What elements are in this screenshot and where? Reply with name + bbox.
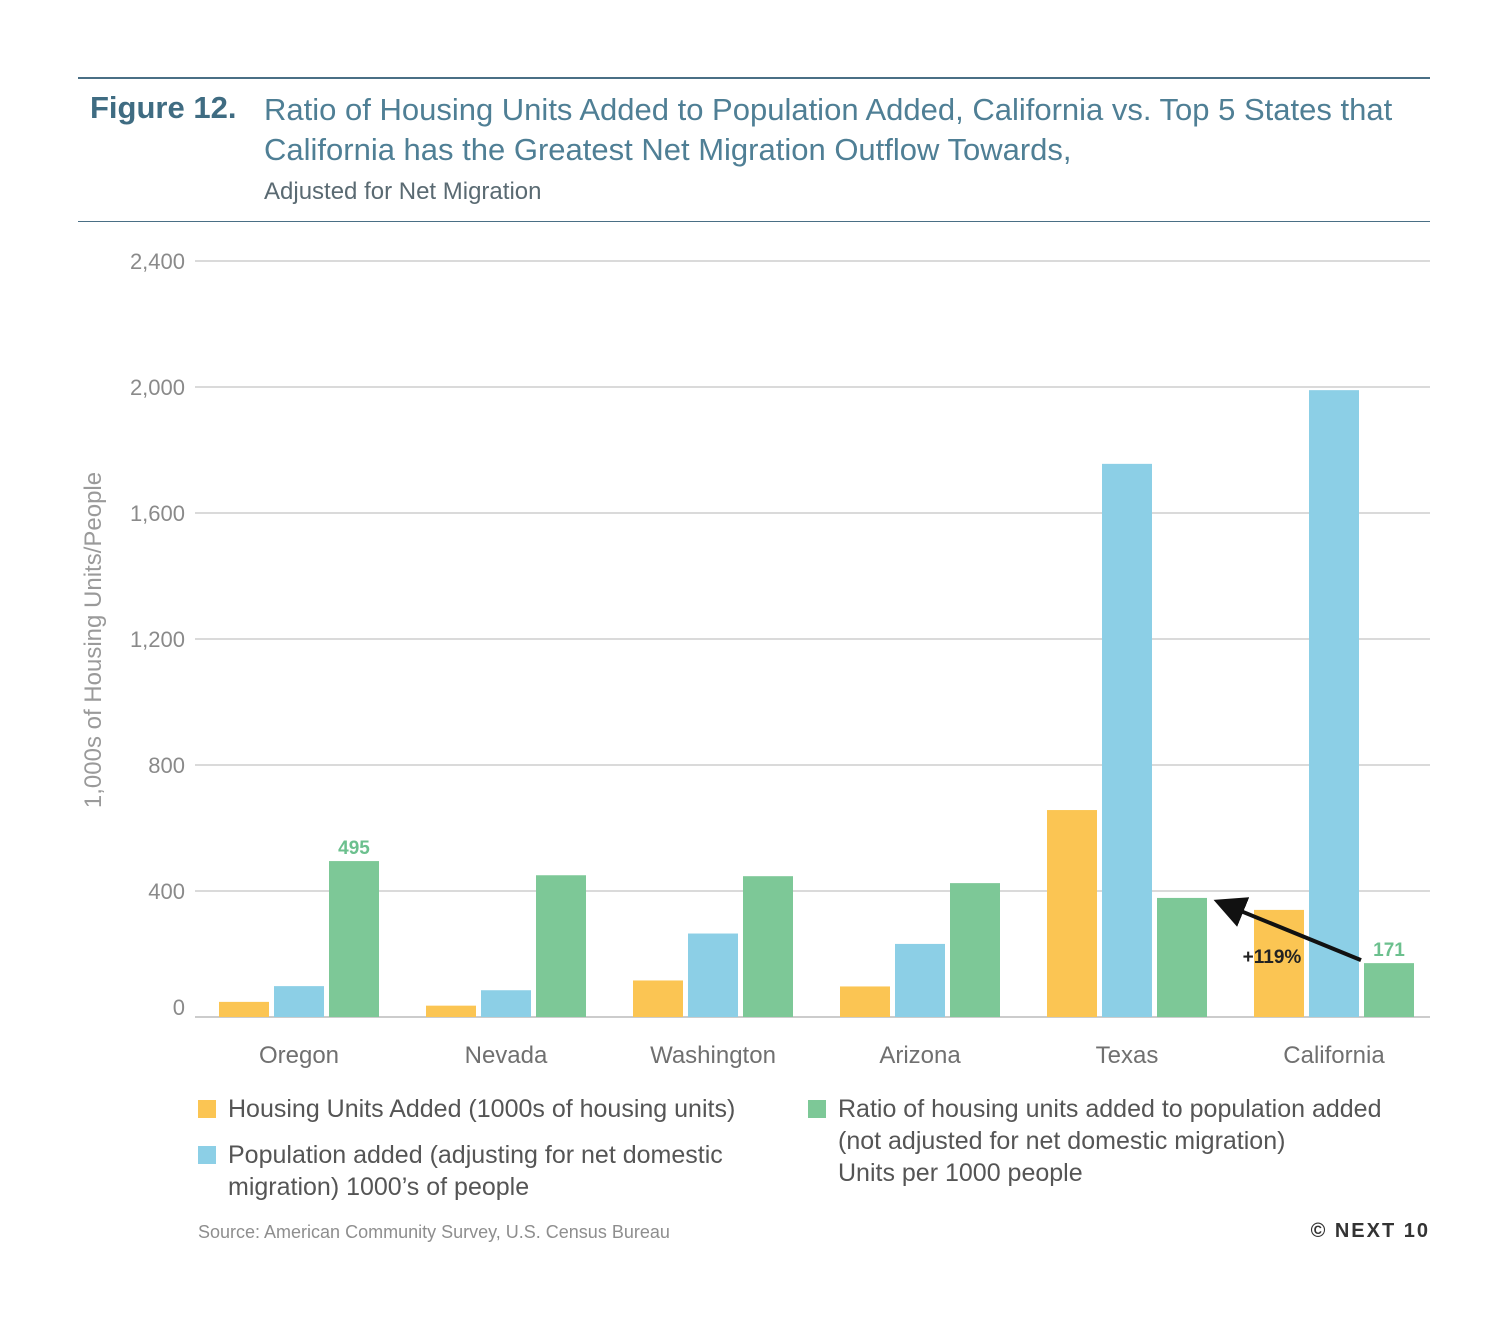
x-axis-categories: Oregon Nevada Washington Arizona Texas Califo… <box>259 1042 1385 1069</box>
chart-subtitle: Adjusted for Net Migration <box>264 178 542 205</box>
bar <box>895 943 945 1017</box>
gridlines <box>195 260 1430 1018</box>
legend-swatch-population <box>198 1146 216 1164</box>
bars <box>219 390 1414 1017</box>
bar <box>536 875 586 1017</box>
bar <box>274 986 324 1017</box>
y-tick-label: 2,400 <box>130 249 185 274</box>
change-annotation: +119% <box>1213 897 1362 968</box>
bar <box>1047 810 1097 1017</box>
bar <box>1364 963 1414 1017</box>
legend-label-population: Population added (adjusting for net dome… <box>228 1141 723 1201</box>
x-tick-label: Texas <box>1096 1042 1159 1069</box>
bar <box>1309 390 1359 1017</box>
legend-swatch-housing <box>198 1100 216 1118</box>
figure-label: Figure 12. <box>90 90 237 125</box>
legend-left: Housing Units Added (1000s of housing un… <box>198 1093 788 1217</box>
legend-label-housing: Housing Units Added (1000s of housing un… <box>228 1095 736 1123</box>
y-tick-label: 1,600 <box>130 501 185 526</box>
bar <box>329 861 379 1017</box>
bar <box>219 1001 269 1017</box>
y-axis-label: 1,000s of Housing Units/People <box>80 472 107 808</box>
y-tick-label: 2,000 <box>130 375 185 400</box>
header-bottom-rule <box>78 221 1430 222</box>
y-tick-label: 0 <box>173 995 185 1020</box>
data-label: 171 <box>1373 940 1405 961</box>
arrow-line <box>1213 897 1362 962</box>
x-tick-label: Nevada <box>465 1042 548 1069</box>
bar <box>1157 897 1207 1017</box>
legend-item-housing: Housing Units Added (1000s of housing un… <box>198 1093 788 1125</box>
x-tick-label: Arizona <box>879 1042 961 1069</box>
legend-swatch-ratio <box>808 1100 826 1118</box>
bar <box>481 990 531 1017</box>
legend-item-population: Population added (adjusting for net dome… <box>198 1139 788 1203</box>
x-tick-label: California <box>1283 1042 1385 1069</box>
legend-label-ratio: Ratio of housing units added to populati… <box>838 1095 1382 1187</box>
source-note: Source: American Community Survey, U.S. … <box>198 1222 670 1242</box>
legend-item-ratio: Ratio of housing units added to populati… <box>808 1093 1448 1189</box>
y-axis-ticks: 2,400 2,000 1,600 1,200 800 400 0 <box>130 249 185 1020</box>
y-tick-label: 400 <box>148 879 185 904</box>
bar <box>633 980 683 1017</box>
bar-chart: 2,400 2,000 1,600 1,200 800 400 0 1,000s of Ho… <box>80 249 1430 1069</box>
data-labels: 495 171 <box>338 838 1405 961</box>
chart-title: Ratio of Housing Units Added to Populati… <box>264 92 1393 167</box>
x-tick-label: Oregon <box>259 1042 339 1069</box>
annotation-label: +119% <box>1243 947 1302 968</box>
top-rule <box>78 77 1430 79</box>
y-tick-label: 1,200 <box>130 627 185 652</box>
x-tick-label: Washington <box>650 1042 776 1069</box>
legend-right: Ratio of housing units added to populati… <box>808 1093 1448 1203</box>
bar <box>688 933 738 1017</box>
bar <box>1102 463 1152 1017</box>
y-tick-label: 800 <box>148 753 185 778</box>
bar <box>743 876 793 1017</box>
data-label: 495 <box>338 838 370 859</box>
copyright: © NEXT 10 <box>1310 1220 1430 1242</box>
bar <box>840 986 890 1017</box>
bar <box>426 1005 476 1017</box>
bar <box>950 883 1000 1017</box>
